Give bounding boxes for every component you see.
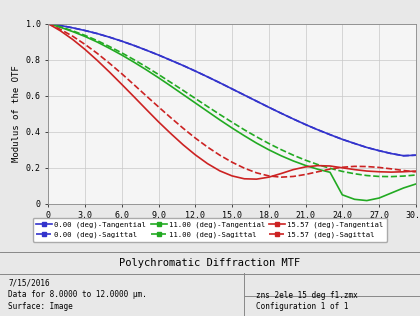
X-axis label: Spatial Frequency in cycles per mm: Spatial Frequency in cycles per mm [141, 225, 323, 234]
Text: Polychromatic Diffraction MTF: Polychromatic Diffraction MTF [119, 258, 301, 268]
Text: zns 2ele 15 deg f1.zmx
Configuration 1 of 1: zns 2ele 15 deg f1.zmx Configuration 1 o… [256, 291, 358, 312]
Legend: 0.00 (deg)-Tangential, 0.00 (deg)-Sagittal, 11.00 (deg)-Tangential, 11.00 (deg)-: 0.00 (deg)-Tangential, 0.00 (deg)-Sagitt… [33, 218, 387, 242]
Y-axis label: Modulus of the OTF: Modulus of the OTF [13, 65, 21, 162]
Text: 7/15/2016
Data for 8.0000 to 12.0000 μm.
Surface: Image: 7/15/2016 Data for 8.0000 to 12.0000 μm.… [8, 278, 147, 311]
